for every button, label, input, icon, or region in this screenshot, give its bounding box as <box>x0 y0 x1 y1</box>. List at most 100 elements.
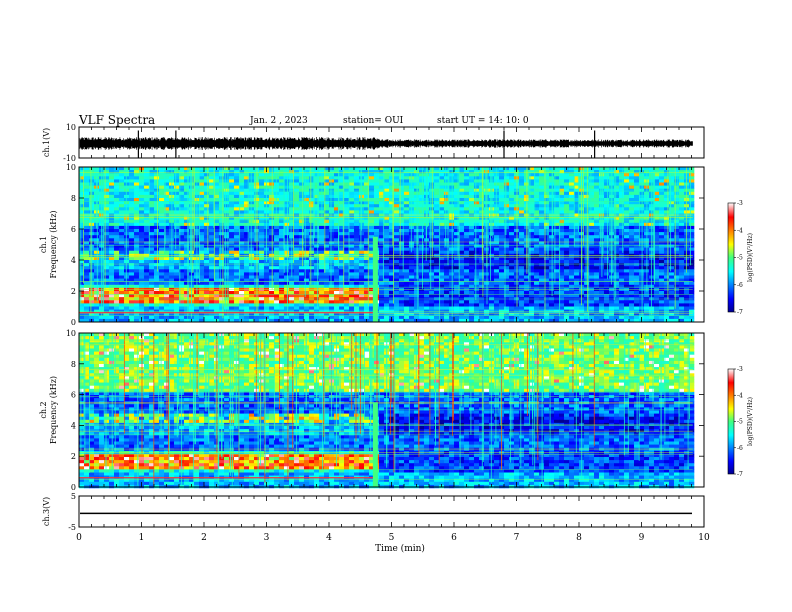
spectro-cell <box>224 167 230 171</box>
spectro-cell <box>234 185 240 189</box>
spectro-cell <box>674 247 680 251</box>
spectro-cell <box>454 170 460 174</box>
spectro-cell <box>94 256 100 261</box>
spectro-cell <box>589 176 595 180</box>
spectro-cell <box>469 284 475 289</box>
spectro-cell <box>284 275 290 279</box>
spectro-cell <box>569 250 575 255</box>
spectro-cell <box>204 269 210 273</box>
spectro-cell <box>664 269 670 273</box>
spectro-cell <box>419 256 425 261</box>
spectro-cell <box>614 176 620 180</box>
spectro-cell <box>374 173 380 177</box>
spectro-cell <box>199 179 205 183</box>
spectro-cell <box>604 229 610 233</box>
spectro-cell <box>619 225 625 230</box>
spectro-cell <box>244 176 250 180</box>
spectro-cell <box>674 210 680 214</box>
spectro-cell <box>129 284 135 289</box>
spectro-cell <box>279 219 285 224</box>
spectro-cell <box>454 222 460 227</box>
spectro-cell <box>149 263 155 267</box>
spectro-cell <box>689 235 695 239</box>
spectro-cell <box>599 278 605 282</box>
spectro-cell <box>539 176 545 180</box>
spectro-cell <box>554 167 560 171</box>
spectro-cell <box>469 275 475 279</box>
spectro-cell <box>294 191 300 196</box>
spectro-cell <box>589 275 595 279</box>
spectro-cell <box>214 185 220 189</box>
spectro-cell <box>664 244 670 248</box>
spectro-cell <box>529 167 535 171</box>
spectro-cell <box>654 198 660 202</box>
spectro-cell <box>284 188 290 193</box>
ch1-waveform <box>79 137 693 150</box>
spectro-cell <box>419 222 425 227</box>
spectro-cell <box>334 210 340 214</box>
spectro-cell <box>339 272 345 276</box>
spectro-cell <box>294 182 300 186</box>
spectro-cell <box>479 232 485 236</box>
spectro-cell <box>239 216 245 220</box>
spectro-cell <box>284 170 290 174</box>
spectro-cell <box>134 219 140 224</box>
spectro-cell <box>199 188 205 193</box>
spectro-cell <box>279 266 285 270</box>
spectro-cell <box>424 260 430 264</box>
spectro-cell <box>629 244 635 248</box>
spectro-cell <box>344 194 350 199</box>
spectro-cell <box>509 191 515 196</box>
spectro-cell <box>219 244 225 248</box>
spectro-cell <box>429 238 435 242</box>
spectro-cell <box>574 272 580 276</box>
spectro-cell <box>564 216 570 220</box>
spectro-cell <box>94 229 100 233</box>
spectro-cell <box>614 188 620 193</box>
spectro-cell <box>164 191 170 196</box>
spectro-cell <box>139 179 145 183</box>
spectro-cell <box>584 185 590 189</box>
spectro-cell <box>669 216 675 220</box>
spectro-cell <box>689 176 695 180</box>
spectro-cell <box>324 204 330 208</box>
spectro-cell <box>309 201 315 205</box>
spectro-cell <box>349 219 355 224</box>
spectro-cell <box>304 191 310 196</box>
spectro-cell <box>534 269 540 273</box>
spectro-cell <box>334 167 340 171</box>
spectro-cell <box>404 247 410 251</box>
spectro-cell <box>299 281 305 286</box>
spectro-cell <box>359 260 365 264</box>
spectro-cell <box>674 167 680 171</box>
spectro-cell <box>679 272 685 276</box>
spectro-cell <box>499 241 505 245</box>
spectro-cell <box>79 219 85 224</box>
spectro-cell <box>149 179 155 183</box>
spectro-cell <box>619 170 625 174</box>
spectro-cell <box>279 275 285 279</box>
spectro-cell <box>559 185 565 189</box>
spectro-cell <box>179 198 185 202</box>
spectro-cell <box>584 219 590 224</box>
spectro-cell <box>474 275 480 279</box>
spectro-cell <box>379 216 385 220</box>
spectro-cell <box>654 210 660 214</box>
spectro-cell <box>199 229 205 233</box>
spectro-cell <box>299 216 305 220</box>
spectro-cell <box>204 281 210 286</box>
spectro-cell <box>454 210 460 214</box>
spectro-cell <box>679 176 685 180</box>
spectro-cell <box>459 216 465 220</box>
spectro-cell <box>149 284 155 289</box>
spectro-cell <box>634 247 640 251</box>
spectro-cell <box>324 170 330 174</box>
spectro-cell <box>689 250 695 255</box>
spectro-cell <box>349 278 355 282</box>
spectro-cell <box>464 272 470 276</box>
spectro-cell <box>324 207 330 211</box>
spectro-cell <box>179 185 185 189</box>
spectro-cell <box>564 284 570 289</box>
spectro-cell <box>359 238 365 242</box>
spectro-cell <box>129 219 135 224</box>
